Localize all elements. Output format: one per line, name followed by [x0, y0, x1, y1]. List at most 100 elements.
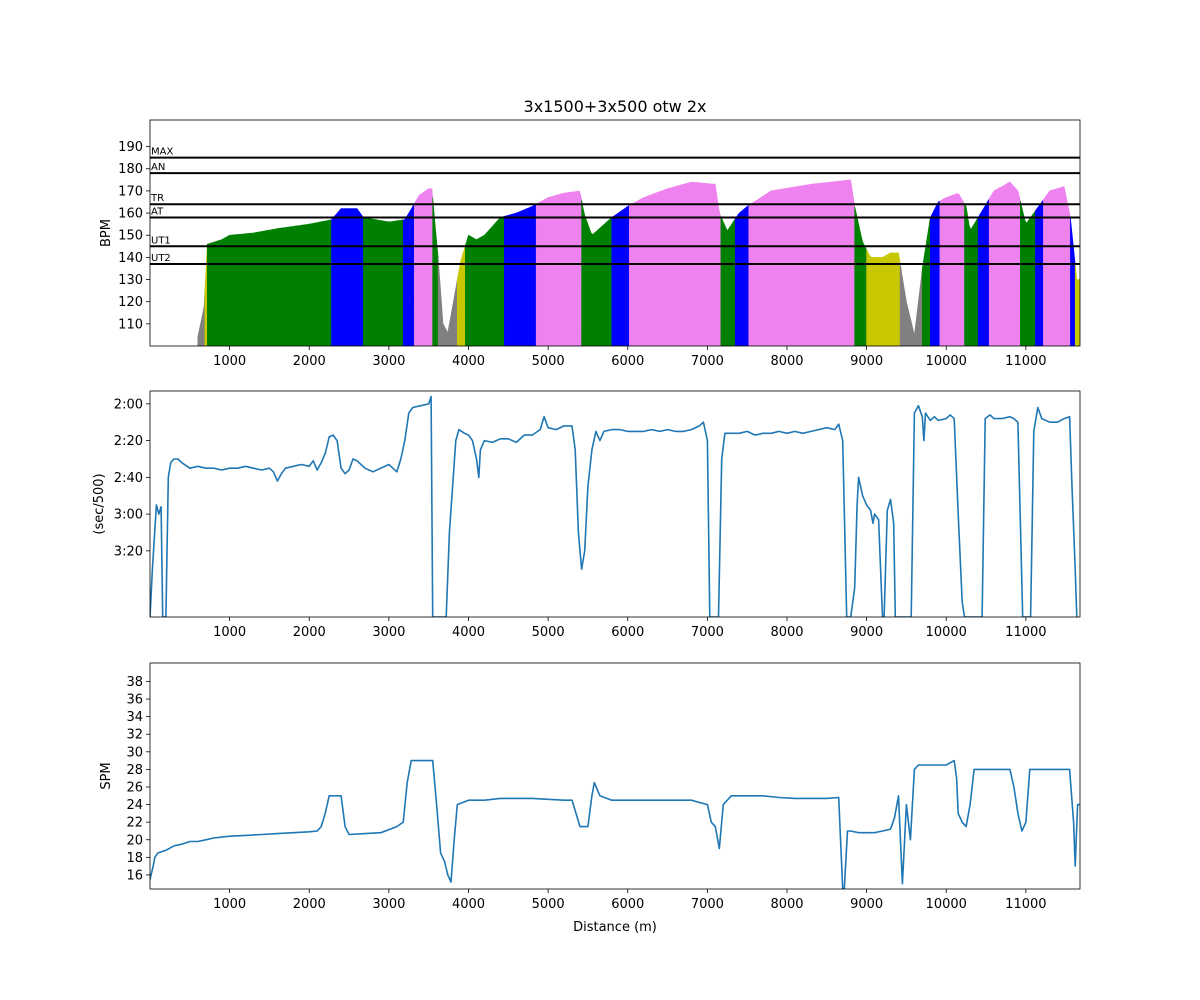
x-tick-label: 8000: [770, 625, 803, 640]
threshold-label: UT1: [151, 235, 171, 246]
x-tick-label: 8000: [770, 897, 803, 912]
y-tick-label: 18: [126, 851, 143, 866]
hr-zone-area-ut1: [206, 219, 332, 346]
hr-zone-area-at: [402, 203, 415, 346]
plot-area: [150, 395, 1078, 617]
hr-zone-area-tr: [748, 179, 856, 346]
x-tick-label: 2000: [293, 625, 326, 640]
x-tick-label: 11000: [1005, 897, 1046, 912]
series-line: [150, 395, 1078, 617]
hr-zone-area-tr: [413, 188, 434, 346]
x-tick-label: 1000: [213, 625, 246, 640]
x-tick-label: 2000: [293, 897, 326, 912]
x-tick-label: 7000: [691, 897, 724, 912]
hr-zone-area-tr: [1043, 186, 1071, 346]
hr-zone-area-rest: [437, 257, 458, 346]
x-tick-label: 10000: [926, 625, 967, 640]
y-tick-label: 30: [126, 745, 143, 760]
hr-zone-area-at: [929, 200, 941, 346]
x-tick-label: 6000: [611, 354, 644, 369]
y-tick-label: 34: [126, 710, 143, 725]
y-tick-label: 110: [118, 317, 143, 332]
hr-zone-area-ut2: [204, 244, 208, 346]
hr-zone-area-tr: [939, 193, 965, 346]
x-tick-label: 10000: [926, 897, 967, 912]
plot-frame: [149, 119, 1081, 347]
y-tick-label: 190: [118, 140, 143, 155]
y-tick-label: 24: [126, 798, 143, 813]
hr-zone-area-ut1: [1019, 200, 1036, 346]
y-tick-label: 2:00: [114, 397, 143, 412]
hr-zone-area-at: [331, 208, 364, 346]
pace-panel: 1000 2000 3000 4000 5000 6000 7000 8000 9000 1000…: [92, 390, 1081, 640]
x-tick-label: 2000: [293, 354, 326, 369]
y-tick-label: 36: [126, 693, 143, 708]
chart-title: 3x1500+3x500 otw 2x: [524, 97, 707, 116]
x-axis-label: Distance (m): [573, 920, 657, 935]
y-tick-label: 2:20: [114, 434, 143, 449]
x-tick-label: 5000: [532, 354, 565, 369]
x-tick-label: 7000: [691, 625, 724, 640]
y-tick-label: 180: [118, 162, 143, 177]
y-tick-label: 22: [126, 816, 143, 831]
stroke-rate-panel: 1000 2000 3000 4000 5000 6000 7000 8000 9000 1000…: [99, 662, 1081, 935]
threshold-label: TR: [150, 193, 164, 204]
y-tick-label: 120: [118, 295, 143, 310]
x-tick-label: 3000: [372, 625, 405, 640]
hr-zone-area-rest: [899, 262, 923, 346]
hr-zone-area-ut1: [720, 216, 736, 346]
y-tick-label: 3:20: [114, 544, 143, 559]
x-tick-label: 11000: [1005, 625, 1046, 640]
hr-zone-area-at: [611, 204, 630, 346]
x-tick-label: 9000: [850, 897, 883, 912]
hr-zone-area-at: [977, 197, 990, 346]
x-tick-label: 1000: [213, 897, 246, 912]
y-tick-label: 2:40: [114, 471, 143, 486]
y-tick-label: 150: [118, 229, 143, 244]
y-tick-label: 32: [126, 728, 143, 743]
hr-zone-area-at: [503, 203, 537, 346]
hr-zone-area-at: [734, 204, 750, 346]
hr-zone-area-at: [1035, 198, 1044, 346]
x-tick-label: 3000: [372, 897, 405, 912]
plot-area: [150, 156, 1080, 346]
x-tick-label: 5000: [532, 897, 565, 912]
threshold-label: AT: [151, 206, 164, 217]
y-axis-label: SPM: [99, 762, 114, 789]
x-tick-label: 7000: [691, 354, 724, 369]
y-tick-label: 20: [126, 833, 143, 848]
plot-frame: [149, 390, 1081, 618]
series-line: [150, 759, 1080, 889]
plot-area: [150, 759, 1080, 889]
x-tick-label: 9000: [850, 625, 883, 640]
y-tick-label: 38: [126, 675, 143, 690]
plot-frame: [149, 662, 1081, 890]
x-tick-label: 3000: [372, 354, 405, 369]
x-tick-label: 9000: [850, 354, 883, 369]
y-tick-label: 130: [118, 273, 143, 288]
y-tick-label: 160: [118, 207, 143, 222]
y-axis-label: (sec/500): [92, 473, 107, 534]
y-tick-label: 140: [118, 251, 143, 266]
x-tick-label: 10000: [926, 354, 967, 369]
x-tick-label: 4000: [452, 897, 485, 912]
hr-zone-area-ut2: [866, 249, 901, 346]
x-tick-label: 1000: [213, 354, 246, 369]
x-tick-label: 6000: [611, 897, 644, 912]
y-tick-label: 170: [118, 184, 143, 199]
hr-zone-area-tr: [535, 190, 582, 346]
hr-zone-area-ut1: [363, 217, 404, 346]
x-tick-label: 4000: [452, 354, 485, 369]
heart-rate-panel: MAX AN TR AT UT1 UT2 1000 2000 3000 4000 5000 6000 7…: [99, 119, 1081, 369]
threshold-label: MAX: [151, 147, 173, 158]
x-tick-label: 5000: [532, 625, 565, 640]
y-tick-label: 26: [126, 780, 143, 795]
y-axis-label: BPM: [99, 219, 114, 247]
x-tick-label: 11000: [1005, 354, 1046, 369]
threshold-label: AN: [151, 162, 165, 173]
y-tick-label: 3:00: [114, 508, 143, 523]
x-tick-label: 6000: [611, 625, 644, 640]
x-tick-label: 8000: [770, 354, 803, 369]
x-tick-label: 4000: [452, 625, 485, 640]
